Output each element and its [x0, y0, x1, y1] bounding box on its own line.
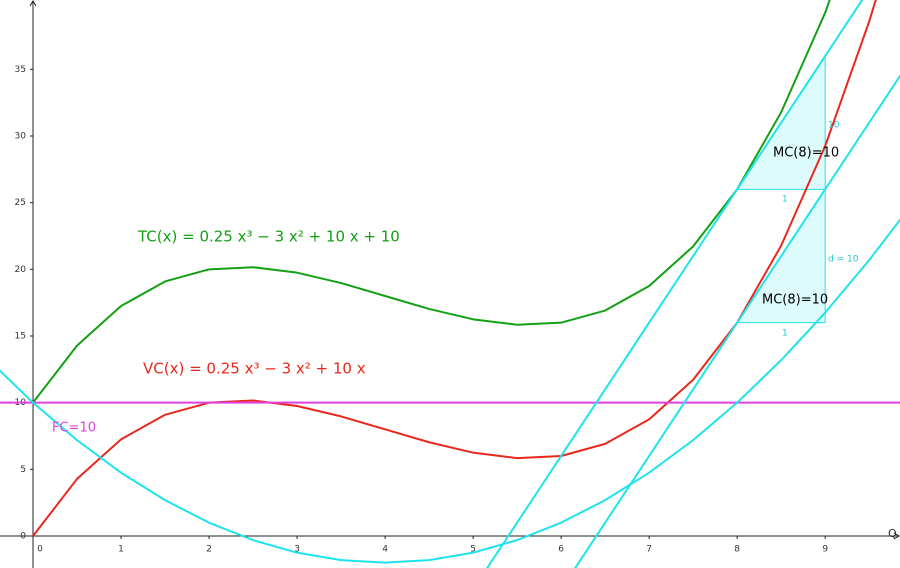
y-tick-label: 25 [15, 198, 26, 208]
x-tick-label: 0 [37, 545, 43, 555]
run-label: 1 [782, 195, 788, 205]
rise-label: d = 10 [828, 255, 859, 265]
y-axis-arrow [29, 0, 37, 7]
x-axis-label: Q [888, 527, 897, 540]
x-axis-arrow [893, 532, 900, 540]
curve-label: TC(x) = 0.25 x³ − 3 x² + 10 x + 10 [137, 228, 400, 246]
curve-label: VC(x) = 0.25 x³ − 3 x² + 10 x [143, 360, 366, 378]
curve [32, 0, 831, 404]
y-tick-label: 20 [15, 265, 27, 275]
curve-label: FC=10 [52, 421, 96, 436]
x-tick-label: 1 [118, 545, 124, 555]
y-tick-label: 0 [20, 532, 26, 542]
x-tick-label: 6 [558, 545, 564, 555]
x-tick-label: 5 [470, 545, 476, 555]
y-tick-label: 35 [15, 65, 26, 75]
x-tick-label: 7 [646, 545, 652, 555]
y-tick-label: 15 [15, 332, 26, 342]
y-tick-label: 5 [20, 465, 26, 475]
curve [485, 0, 864, 568]
y-tick-label: 30 [15, 132, 27, 142]
curve [32, 0, 877, 537]
x-tick-label: 8 [734, 545, 740, 555]
x-tick-label: 4 [382, 545, 388, 555]
x-tick-label: 9 [822, 545, 828, 555]
curve [574, 74, 900, 568]
slope-label: MC(8)=10 [773, 146, 839, 161]
slope-label: MC(8)=10 [762, 293, 828, 308]
rise-label: 10 [828, 121, 840, 131]
curve [0, 218, 900, 564]
x-tick-label: 2 [206, 545, 212, 555]
run-label: 1 [782, 329, 788, 339]
x-tick-label: 3 [294, 545, 300, 555]
